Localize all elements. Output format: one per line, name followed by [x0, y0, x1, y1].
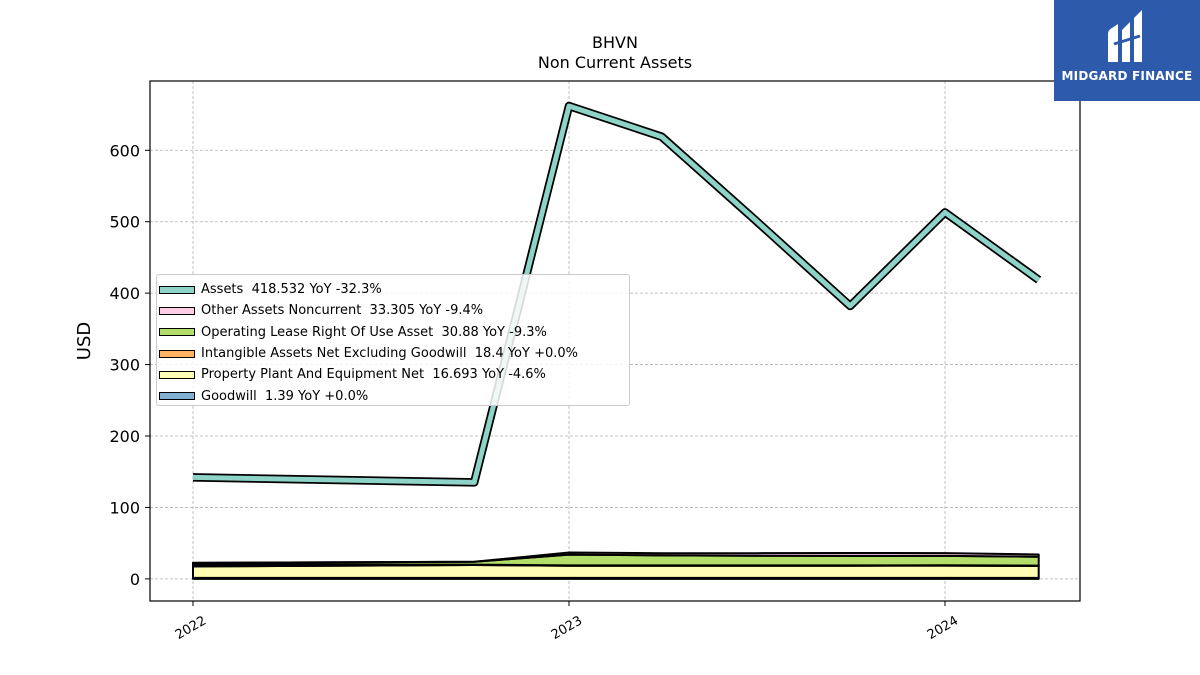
y-ticks: 0 100 200 300 400 500 600 [109, 141, 150, 589]
legend-label: Operating Lease Right Of Use Asset 30.88… [201, 324, 547, 340]
y-tick-label: 100 [109, 498, 140, 517]
stacked-areas [192, 551, 1040, 580]
legend-item: Operating Lease Right Of Use Asset 30.88… [159, 322, 629, 343]
legend-swatch [159, 370, 195, 379]
legend-swatch [159, 285, 195, 294]
legend: Assets 418.532 YoY -32.3% Other Assets No… [156, 274, 630, 406]
line-assets [192, 103, 1041, 485]
x-tick-label: 2024 [925, 613, 961, 643]
legend-swatch [159, 306, 195, 315]
x-ticks: 2022 2023 2024 [173, 601, 961, 643]
legend-label: Other Assets Noncurrent 33.305 YoY -9.4% [201, 303, 484, 319]
area-property-plant-and-equipment-net [192, 564, 1040, 579]
x-tick-label: 2022 [173, 613, 209, 643]
y-tick-label: 500 [109, 213, 140, 232]
legend-label: Property Plant And Equipment Net 16.693 … [201, 367, 546, 383]
series-lines [192, 101, 1042, 487]
legend-swatch [159, 349, 195, 358]
x-tick-label: 2023 [549, 613, 585, 643]
y-tick-label: 400 [109, 284, 140, 303]
legend-item: Goodwill 1.39 YoY +0.0% [159, 385, 629, 406]
legend-item: Other Assets Noncurrent 33.305 YoY -9.4% [159, 300, 629, 321]
area-other-assets-noncurrent [192, 551, 1040, 564]
chart-subtitle: Non Current Assets [538, 53, 692, 72]
legend-item: Property Plant And Equipment Net 16.693 … [159, 364, 629, 385]
y-tick-label: 200 [109, 427, 140, 446]
y-axis-label: USD [74, 322, 95, 360]
logo-text: MIDGARD FINANCE [1061, 69, 1193, 83]
y-tick-label: 300 [109, 356, 140, 375]
legend-item: Assets 418.532 YoY -32.3% [159, 279, 629, 300]
legend-label: Goodwill 1.39 YoY +0.0% [201, 388, 369, 404]
legend-item: Intangible Assets Net Excluding Goodwill… [159, 343, 629, 364]
y-tick-label: 0 [130, 570, 140, 589]
logo-mark-icon [1108, 10, 1142, 62]
chart-title: BHVN [592, 33, 638, 52]
plot-frame [149, 80, 1081, 602]
legend-label: Intangible Assets Net Excluding Goodwill… [201, 346, 578, 362]
brand-logo: MIDGARD FINANCE [1054, 0, 1200, 101]
legend-swatch [159, 328, 195, 337]
legend-swatch [159, 392, 195, 401]
y-tick-label: 600 [109, 141, 140, 160]
legend-label: Assets 418.532 YoY -32.3% [201, 282, 382, 298]
